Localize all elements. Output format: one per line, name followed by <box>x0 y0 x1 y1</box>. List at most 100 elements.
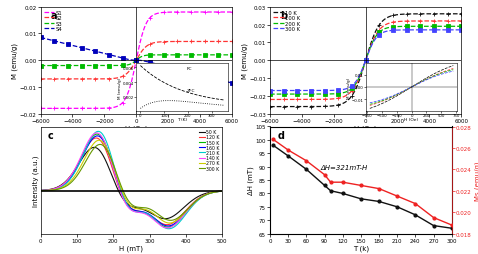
S1 <box>72 107 77 110</box>
Y-axis label: M (emu/g): M (emu/g) <box>11 43 18 79</box>
Line: S4: S4 <box>41 38 232 84</box>
50 K <box>38 189 43 192</box>
120 K <box>70 172 76 175</box>
300 K <box>168 219 174 222</box>
Line: 300 K: 300 K <box>41 145 222 220</box>
150 K <box>175 220 181 223</box>
150 K <box>159 224 165 227</box>
Text: c: c <box>48 130 54 140</box>
270 K <box>219 190 225 193</box>
200 K <box>411 26 417 29</box>
160 K <box>70 173 76 177</box>
S4 <box>151 62 156 66</box>
300 K <box>70 180 76 183</box>
100 K <box>458 20 464 23</box>
270 K <box>145 209 151 212</box>
50 K <box>91 146 97 149</box>
270 K <box>120 192 126 195</box>
300 K <box>38 189 43 192</box>
10 K <box>267 106 273 109</box>
300 K <box>354 80 359 83</box>
210 K <box>120 195 126 198</box>
160 K <box>38 189 43 192</box>
300 K <box>411 29 417 32</box>
50 K <box>85 150 90 153</box>
10 K <box>458 13 464 16</box>
120 K <box>85 145 90 148</box>
100 K <box>301 99 307 102</box>
210 K <box>38 189 43 192</box>
Line: 300 K: 300 K <box>270 31 461 91</box>
Text: ΔH=321mT-H: ΔH=321mT-H <box>321 165 368 171</box>
50 K <box>120 198 126 201</box>
Line: 200 K: 200 K <box>270 27 461 95</box>
300 K <box>458 29 464 32</box>
100 K <box>380 26 386 29</box>
210 K <box>85 144 90 147</box>
140 K <box>85 142 90 145</box>
300 K <box>219 190 225 193</box>
S3 <box>151 54 156 57</box>
140 K <box>94 132 99 135</box>
S1 <box>124 94 130 97</box>
120 K <box>38 189 43 192</box>
100 K <box>354 83 359 86</box>
S4 <box>72 45 77 48</box>
140 K <box>145 214 151 217</box>
150 K <box>70 172 76 176</box>
Y-axis label: Ms (emu/g): Ms (emu/g) <box>474 161 478 200</box>
S4 <box>87 49 93 52</box>
270 K <box>167 222 173 225</box>
300 K <box>159 216 165 219</box>
100 K <box>316 99 322 102</box>
120 K <box>175 217 181 220</box>
Line: 210 K: 210 K <box>41 132 222 229</box>
10 K <box>411 13 417 16</box>
Legend: 10 K, 100 K, 200 K, 300 K: 10 K, 100 K, 200 K, 300 K <box>273 10 301 33</box>
10 K <box>380 20 386 23</box>
200 K <box>354 82 359 85</box>
S2 <box>165 41 171 44</box>
X-axis label: H (Oe): H (Oe) <box>354 125 377 131</box>
S4 <box>182 70 187 73</box>
300 K <box>145 207 151 210</box>
10 K <box>301 106 307 109</box>
150 K <box>38 189 43 192</box>
X-axis label: H (Oe): H (Oe) <box>125 125 148 131</box>
150 K <box>219 190 225 193</box>
S2 <box>151 42 156 45</box>
270 K <box>96 139 102 142</box>
120 K <box>120 197 126 200</box>
S1 <box>229 11 235 14</box>
210 K <box>166 227 172 230</box>
S3 <box>182 54 187 57</box>
10 K <box>354 86 359 89</box>
Line: 120 K: 120 K <box>41 138 222 225</box>
S4 <box>165 66 171 69</box>
160 K <box>175 219 181 223</box>
200 K <box>395 26 401 29</box>
S1 <box>151 14 156 18</box>
Text: d: d <box>277 130 284 140</box>
S3 <box>87 65 93 68</box>
120 K <box>145 213 151 216</box>
Legend: 50 K, 120 K, 150 K, 160 K, 210 K, 140 K, 270 K, 300 K: 50 K, 120 K, 150 K, 160 K, 210 K, 140 K,… <box>199 129 220 171</box>
150 K <box>165 226 171 229</box>
300 K <box>85 157 90 161</box>
S2 <box>38 78 43 81</box>
Line: 100 K: 100 K <box>270 22 461 100</box>
270 K <box>159 219 165 222</box>
Line: S1: S1 <box>41 13 232 109</box>
S4 <box>124 58 130 61</box>
200 K <box>380 29 386 32</box>
140 K <box>159 225 165 228</box>
210 K <box>70 174 76 177</box>
140 K <box>164 226 170 229</box>
S3 <box>165 54 171 57</box>
S2 <box>72 78 77 81</box>
300 K <box>97 143 103 146</box>
150 K <box>145 213 151 216</box>
S2 <box>124 72 130 75</box>
270 K <box>38 189 43 192</box>
Line: S3: S3 <box>41 56 232 66</box>
